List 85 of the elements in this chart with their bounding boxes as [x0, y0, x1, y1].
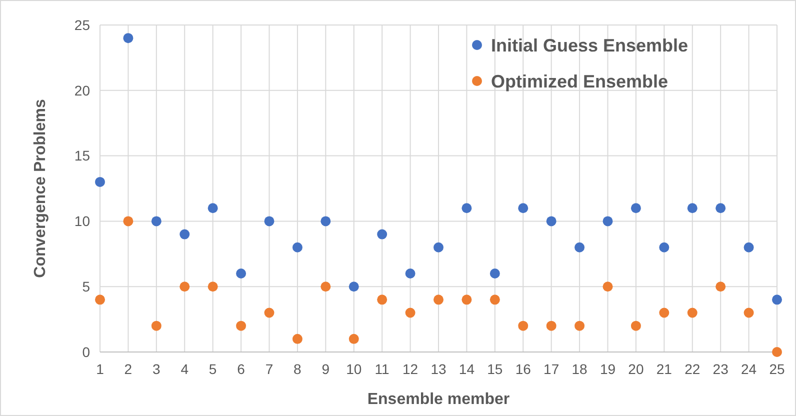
point	[236, 320, 246, 331]
point	[574, 242, 585, 252]
point	[320, 282, 331, 292]
x-tick-label: 24	[741, 361, 757, 377]
point	[716, 282, 726, 292]
x-tick-label: 9	[322, 361, 330, 377]
x-tick-label: 1	[96, 361, 104, 377]
point	[264, 216, 274, 226]
x-tick-label: 21	[656, 361, 672, 377]
x-tick-label: 3	[152, 361, 161, 377]
point	[292, 334, 302, 344]
point	[546, 216, 556, 226]
x-tick-label: 12	[402, 361, 418, 377]
point	[180, 229, 190, 240]
point	[151, 320, 162, 331]
point	[264, 308, 274, 318]
point	[95, 176, 105, 187]
y-tick-label: 20	[74, 82, 90, 98]
x-tick-label: 23	[712, 361, 729, 377]
point	[292, 242, 302, 252]
x-tick-label: 7	[265, 361, 274, 377]
point	[151, 216, 162, 226]
point	[462, 203, 472, 214]
x-tick-label: 6	[237, 361, 246, 377]
x-tick-label: 19	[600, 361, 616, 377]
point	[602, 216, 613, 226]
point	[518, 320, 528, 331]
point	[716, 203, 726, 214]
point	[208, 282, 218, 292]
point	[377, 294, 388, 305]
point	[95, 294, 105, 305]
x-tick-label: 14	[458, 361, 475, 377]
point	[546, 320, 556, 331]
point	[659, 308, 670, 318]
point	[659, 242, 670, 252]
point	[405, 268, 416, 279]
point	[490, 294, 500, 305]
x-tick-label: 18	[572, 361, 588, 377]
x-axis-title: Ensemble member	[367, 391, 510, 408]
point	[434, 242, 444, 252]
y-tick-label: 5	[82, 278, 90, 294]
y-tick-label: 10	[74, 213, 90, 230]
point	[348, 334, 359, 344]
point	[630, 203, 641, 214]
x-tick-label: 22	[684, 361, 700, 377]
point	[772, 347, 782, 357]
point	[123, 216, 134, 226]
y-tick-label: 15	[74, 148, 90, 164]
point	[574, 320, 585, 331]
x-tick-label: 10	[346, 361, 362, 377]
x-tick-label: 11	[374, 361, 390, 377]
point	[744, 308, 754, 318]
x-tick-label: 4	[180, 361, 189, 377]
point	[377, 229, 388, 240]
point	[772, 294, 782, 305]
point	[687, 308, 698, 318]
x-tick-label: 8	[294, 361, 302, 377]
x-tick-label: 20	[628, 361, 644, 377]
point	[434, 294, 444, 305]
x-tick-label: 5	[208, 361, 217, 377]
point	[602, 282, 613, 292]
point	[462, 294, 472, 305]
x-tick-label: 13	[430, 361, 446, 377]
x-tick-label: 15	[487, 361, 503, 377]
y-tick-label: 25	[74, 16, 90, 33]
y-axis-title: Convergence Problems	[32, 99, 49, 278]
point	[180, 282, 190, 292]
point	[348, 282, 359, 292]
x-tick-label: 16	[515, 361, 532, 377]
legend-label: Optimized Ensemble	[491, 71, 668, 92]
point	[518, 203, 528, 214]
point	[630, 320, 641, 331]
x-tick-label: 17	[544, 361, 560, 377]
point	[744, 242, 754, 252]
x-tick-label: 25	[769, 361, 785, 377]
legend-label: Initial Guess Ensemble	[491, 35, 688, 56]
point	[687, 203, 698, 214]
point	[208, 203, 218, 214]
y-tick-label: 0	[82, 344, 90, 360]
point	[490, 268, 500, 279]
point	[123, 33, 134, 44]
point	[405, 308, 416, 318]
point	[236, 268, 246, 279]
point	[320, 216, 331, 226]
x-tick-label: 2	[124, 361, 132, 377]
